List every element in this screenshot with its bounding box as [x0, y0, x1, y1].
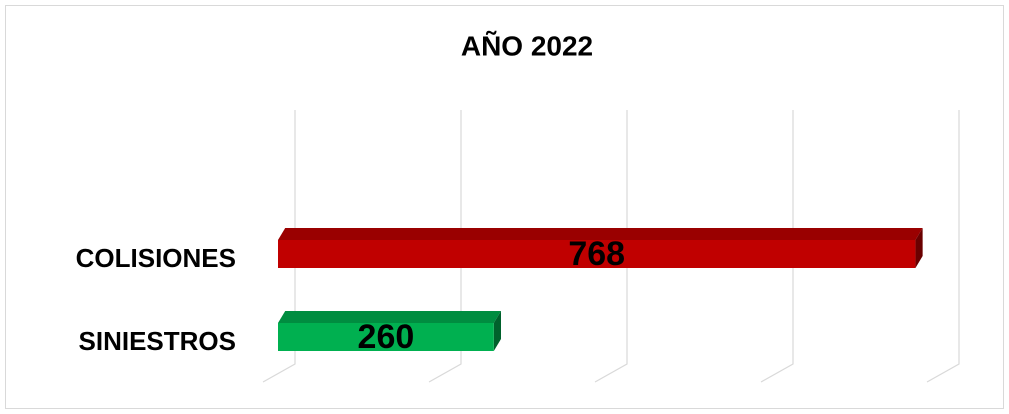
bar	[278, 311, 501, 351]
grid-line	[428, 110, 462, 383]
bar-top	[278, 228, 923, 240]
grid-line	[594, 110, 628, 383]
y-tick-label: COLISIONES	[76, 243, 236, 273]
bar-front	[278, 323, 494, 351]
chart-frame	[5, 5, 1004, 409]
chart-title: AÑO 2022	[461, 30, 593, 61]
y-tick-label: SINIESTROS	[79, 326, 236, 356]
data-label: 768	[568, 235, 625, 273]
bar-front	[278, 240, 916, 268]
grid-line	[262, 110, 296, 383]
grid-line	[760, 110, 794, 383]
data-label: 260	[358, 318, 415, 356]
bar-top	[278, 311, 501, 323]
bar-side	[493, 311, 501, 351]
grid-line	[926, 110, 960, 383]
bar-side	[915, 228, 923, 268]
bar	[278, 228, 923, 268]
